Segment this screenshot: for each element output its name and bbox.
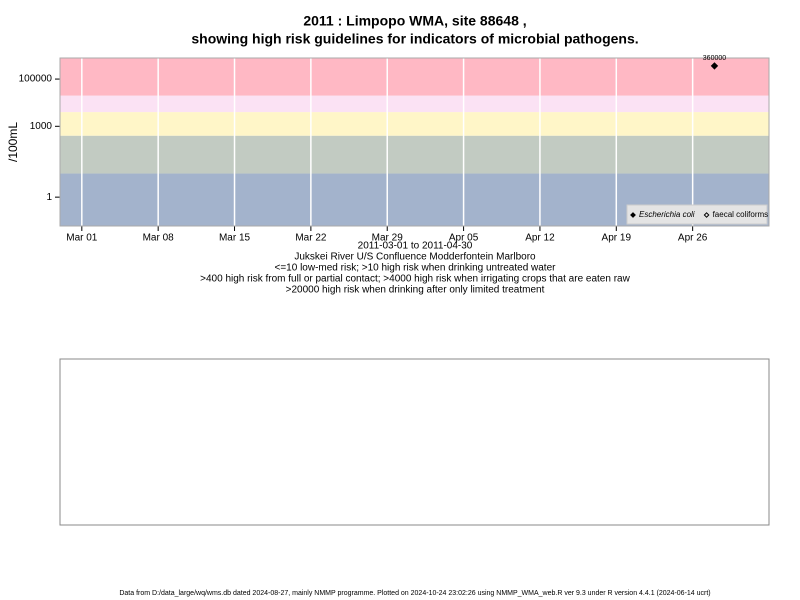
empty-panel: [59, 358, 770, 526]
chart-subtitle: showing high risk guidelines for indicat…: [191, 31, 638, 47]
y-tick-label: 1000: [30, 121, 53, 132]
x-tick-label: Mar 01: [66, 233, 98, 244]
chart-title: 2011 : Limpopo WMA, site 88648 ,: [303, 13, 526, 29]
plot-frame: [59, 57, 770, 227]
x-tick-label: Mar 29: [372, 233, 404, 244]
x-axis-label: >400 high risk from full or partial cont…: [200, 274, 630, 285]
legend-marker: [630, 212, 636, 218]
y-tick-label: 1: [46, 192, 52, 203]
x-axis-label: Jukskei River U/S Confluence Modderfonte…: [294, 252, 536, 263]
risk-band: [60, 112, 769, 136]
data-label: 360000: [703, 55, 726, 62]
x-tick-label: Apr 12: [525, 233, 555, 244]
footer: Data from D:/data_large/wq/wms.db dated …: [119, 590, 710, 597]
data-point: [710, 62, 719, 70]
x-axis-label: 2011-03-01 to 2011-04-30: [358, 241, 473, 252]
x-axis-label: >20000 high risk when drinking after onl…: [286, 285, 545, 296]
risk-band: [60, 58, 769, 96]
x-tick-label: Apr 26: [678, 233, 708, 244]
x-axis-label: <=10 low-med risk; >10 high risk when dr…: [275, 263, 557, 274]
x-tick-label: Apr 19: [602, 233, 632, 244]
x-tick-label: Mar 08: [143, 233, 175, 244]
risk-band: [60, 95, 769, 113]
legend-marker: [703, 212, 710, 218]
y-tick-label: 100000: [19, 74, 53, 85]
y-axis-label: /100mL: [6, 122, 20, 162]
legend-label: Escherichia coli: [639, 210, 695, 219]
x-tick-label: Apr 05: [449, 233, 479, 244]
legend-label: faecal coliforms: [713, 210, 769, 219]
risk-band: [60, 135, 769, 174]
x-tick-label: Mar 15: [219, 233, 251, 244]
x-tick-label: Mar 22: [295, 233, 327, 244]
legend-box: [626, 204, 768, 225]
